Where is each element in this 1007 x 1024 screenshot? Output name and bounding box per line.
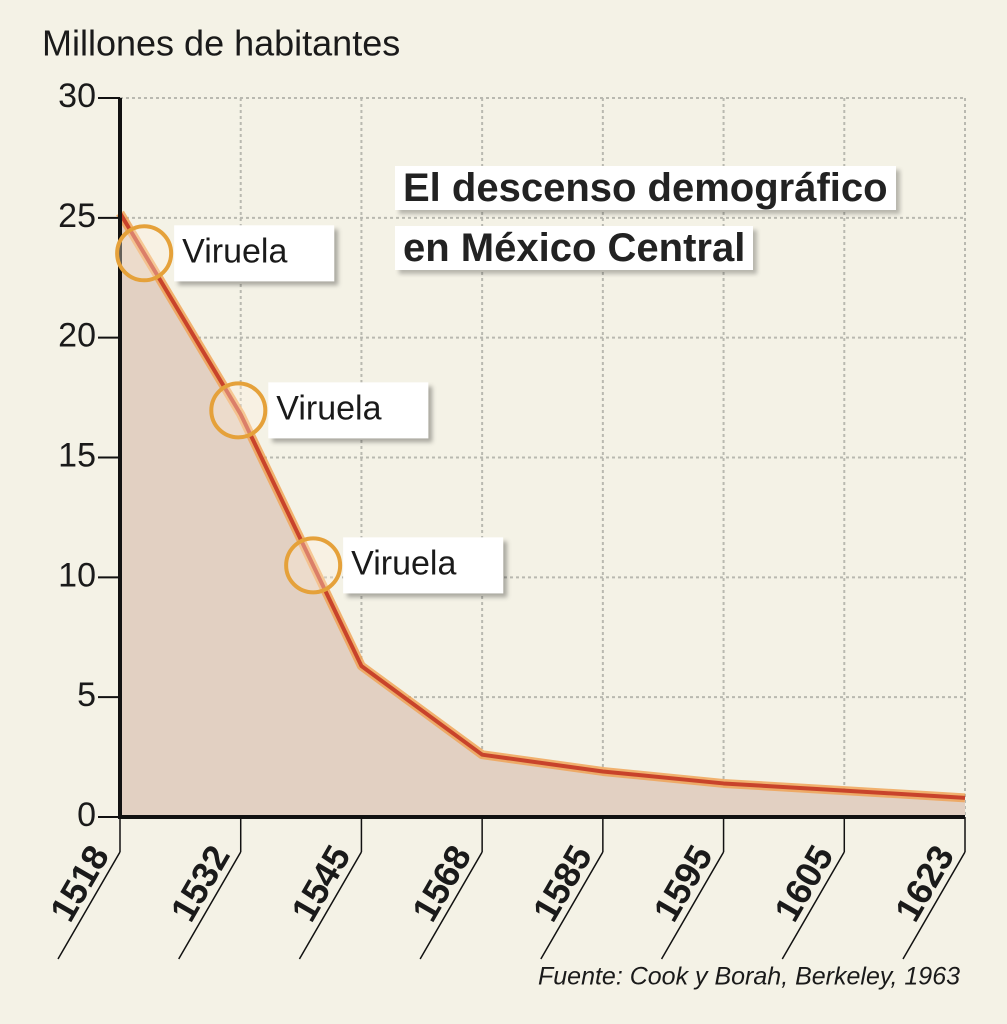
y-tick-label: 20 [58, 317, 96, 355]
x-tick-group: 1518 [41, 838, 117, 928]
x-tick-group: 1585 [524, 838, 600, 928]
x-tick-group: 1623 [886, 838, 962, 928]
x-tick-label: 1518 [41, 838, 117, 928]
x-tick-slant [781, 851, 845, 960]
x-tick-group: 1595 [645, 838, 721, 928]
chart-title: El descenso demográfico en México Centra… [395, 158, 935, 278]
source: Fuente: Cook y Borah, Berkeley, 1963 [538, 963, 960, 991]
annotation-marker [209, 381, 268, 440]
x-tick-label: 1568 [404, 838, 480, 928]
annotation-box [174, 225, 335, 282]
x-tick-slant [298, 851, 363, 960]
x-tick-slant [660, 851, 725, 960]
x-tick-slant [419, 851, 483, 960]
annotation-label: Viruela [351, 544, 456, 582]
x-tick-label: 1623 [886, 838, 962, 928]
x-tick-slant [902, 851, 966, 960]
x-tick-label: 1545 [283, 838, 359, 928]
y-tick-label: 25 [58, 197, 96, 235]
x-tick-slant [178, 851, 242, 960]
annotation-box [268, 382, 429, 439]
y-tick-label: 0 [77, 796, 96, 834]
annotation-label: Viruela [182, 232, 287, 270]
area [120, 213, 965, 818]
y-axis-label: Millones de habitantes [42, 23, 400, 64]
x-tick-slant [540, 851, 604, 960]
x-tick-slant [57, 851, 121, 960]
annotation-marker [115, 224, 174, 283]
x-tick-label: 1585 [524, 838, 600, 928]
annotation-label: Viruela [276, 389, 381, 427]
x-tick-group: 1532 [162, 838, 238, 928]
y-tick-label: 15 [58, 436, 96, 474]
y-tick-label: 10 [58, 556, 96, 594]
x-tick-group: 1568 [404, 838, 480, 928]
x-tick-label: 1532 [162, 838, 238, 928]
x-tick-group: 1605 [766, 838, 842, 928]
x-tick-group: 1545 [283, 838, 359, 928]
y-tick-label: 30 [58, 77, 96, 115]
x-tick-label: 1595 [645, 838, 721, 928]
x-tick-label: 1605 [766, 838, 842, 928]
annotation-box [343, 537, 504, 594]
y-tick-label: 5 [77, 676, 96, 714]
annotation-marker [284, 536, 343, 595]
line [118, 212, 966, 800]
